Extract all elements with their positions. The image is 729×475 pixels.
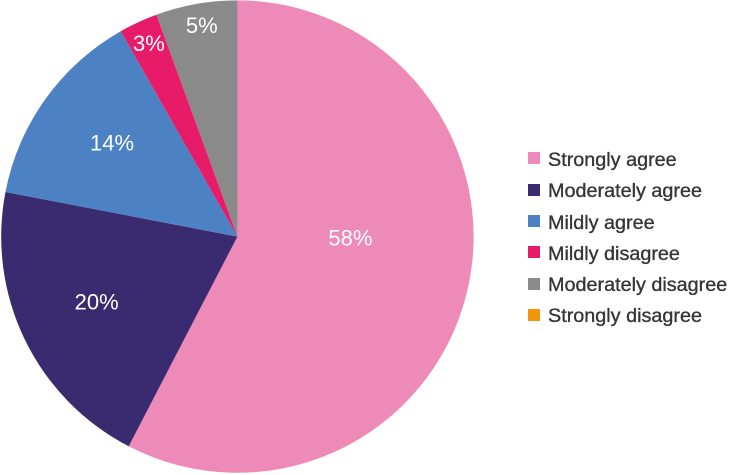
svg-text:14%: 14% xyxy=(90,131,134,156)
svg-text:5%: 5% xyxy=(186,13,218,38)
svg-text:3%: 3% xyxy=(133,31,165,56)
svg-text:58%: 58% xyxy=(328,226,372,251)
svg-text:20%: 20% xyxy=(75,290,119,315)
